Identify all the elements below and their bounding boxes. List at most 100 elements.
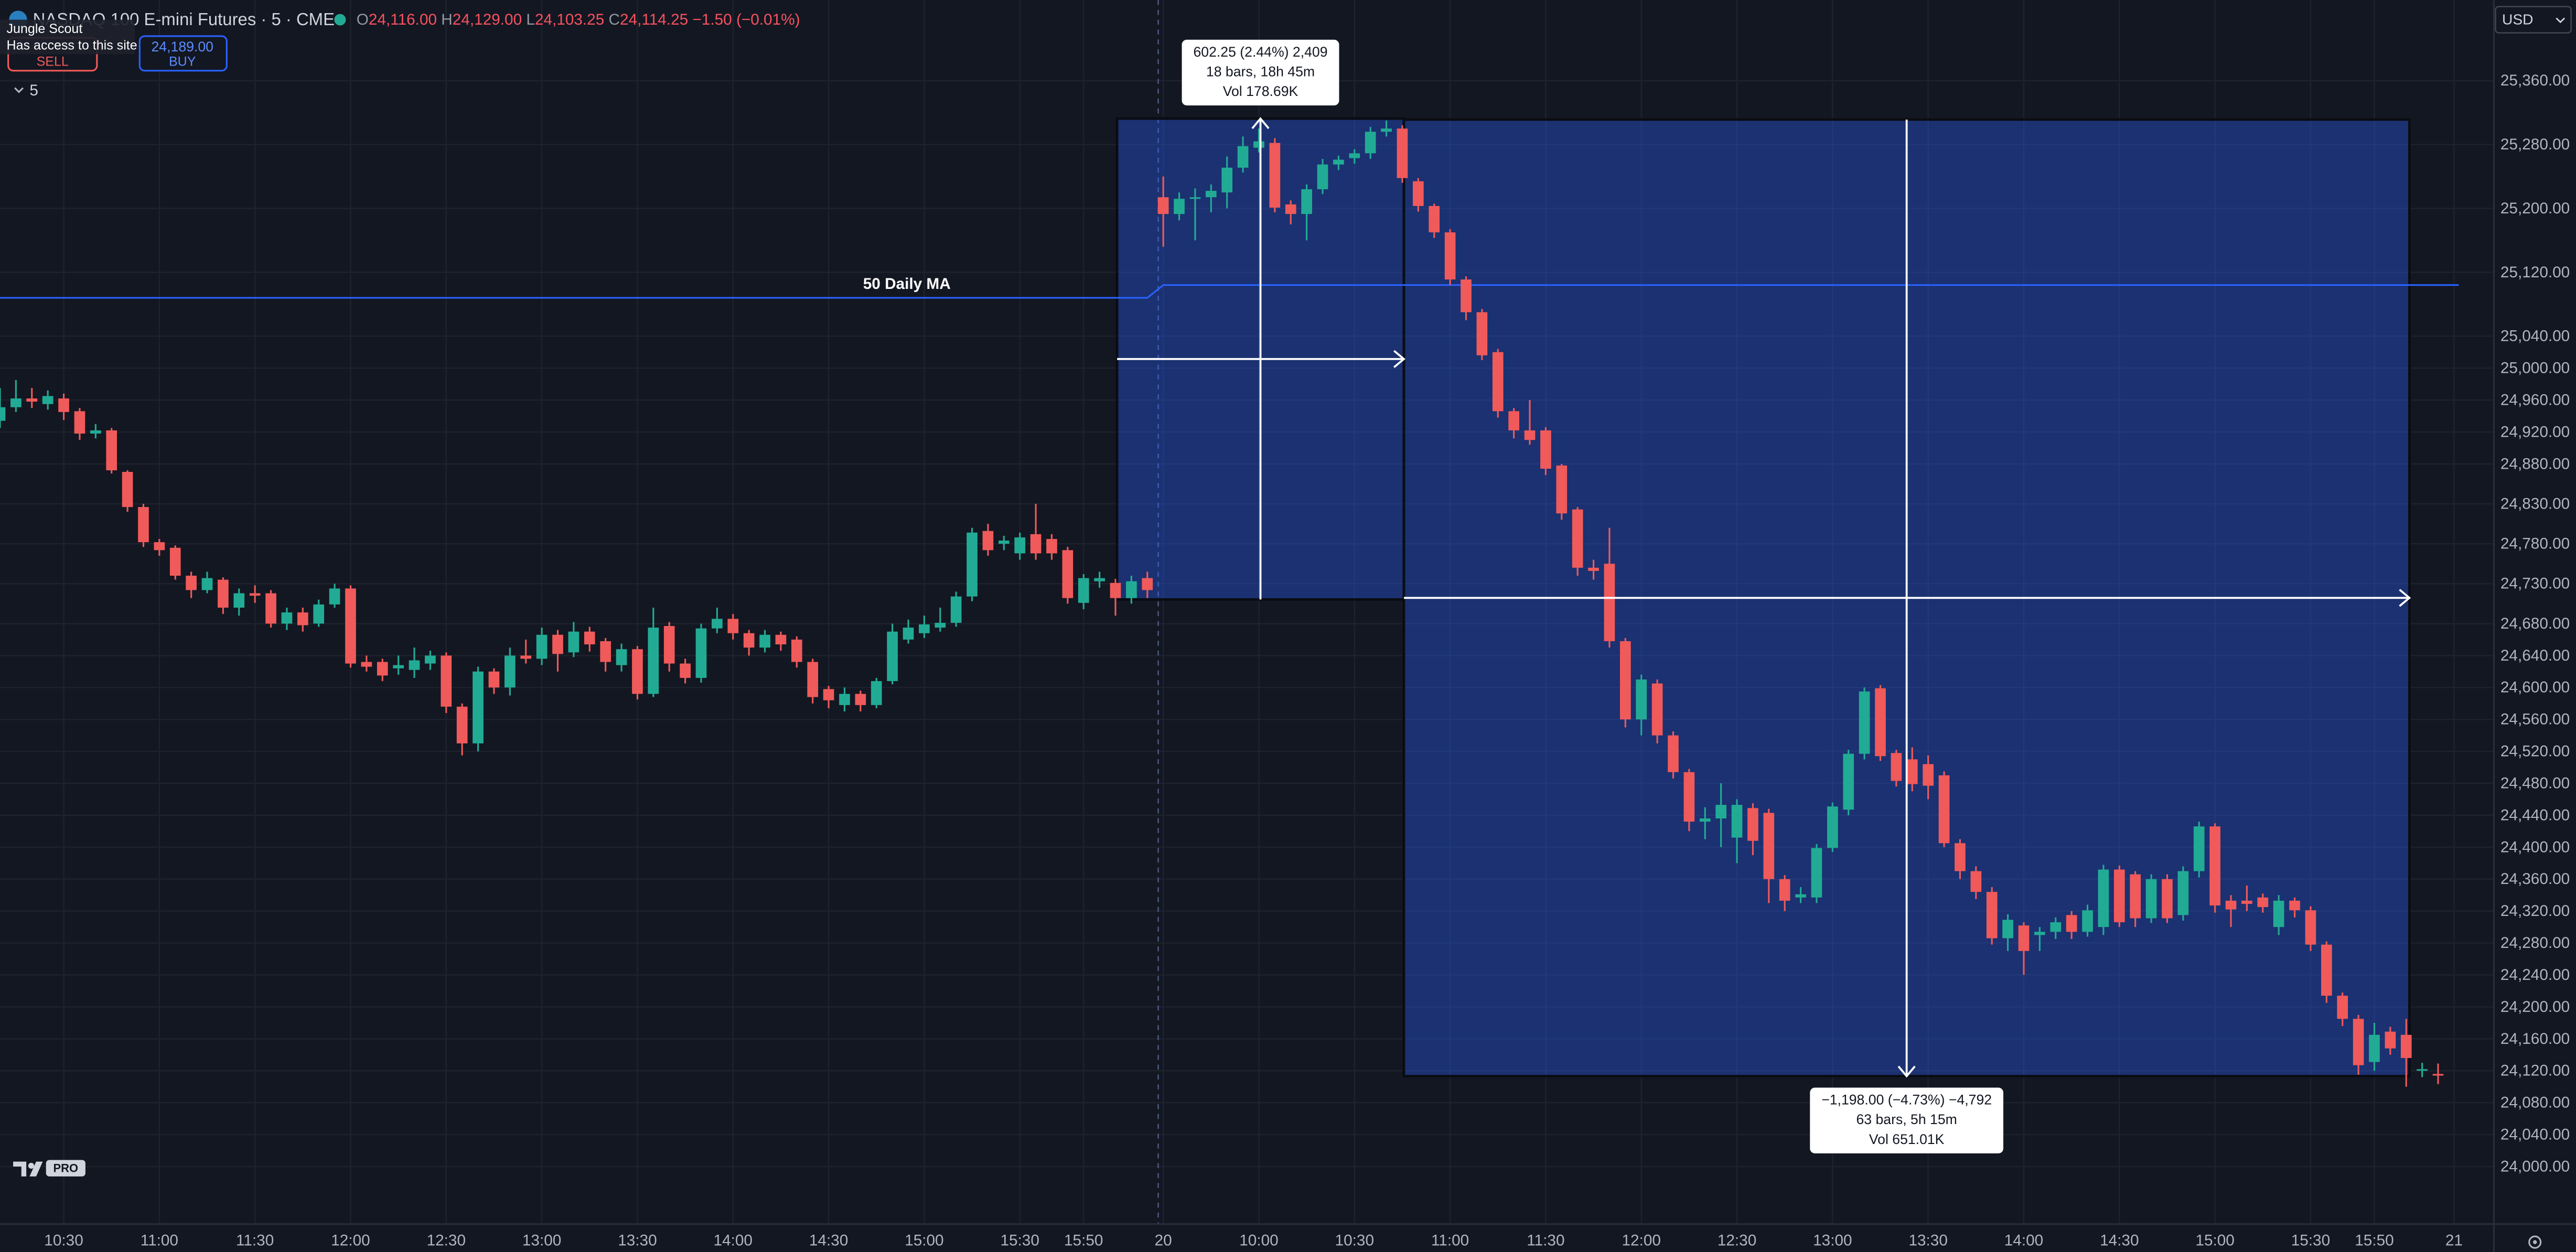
candle-body [2241,900,2252,904]
candle-body [297,612,308,625]
currency[interactable]: USD [2502,11,2534,28]
candle-body [839,694,850,705]
candle-body [903,628,914,640]
currency-box[interactable] [2495,6,2572,34]
x-tick-label: 15:30 [2291,1232,2330,1249]
candle-body [265,593,276,624]
interval[interactable]: 5 [29,82,38,99]
candle-body [1540,430,1551,469]
candle-body [1476,312,1488,355]
axes: 25,360.00 25,280.00 25,200.00 25,120.00 25,0… [44,72,2570,1249]
buy-label[interactable]: BUY [169,55,196,69]
y-tick-label: 24,960.00 [2500,391,2570,408]
candle-body [1699,818,1711,822]
y-tick-label: 24,830.00 [2500,495,2570,512]
candle-body [1524,430,1536,440]
settings[interactable] [2528,1235,2542,1249]
y-tick-label: 24,440.00 [2500,806,2570,824]
candle-body [2353,1019,2364,1065]
candle-body [1731,805,1743,838]
candle-body [138,507,149,543]
y-tick-label: 24,040.00 [2500,1126,2570,1143]
arrow-head [2399,589,2411,607]
x-tick-label: 12:30 [1718,1232,1756,1249]
candle-body [871,681,882,705]
candle-body [775,634,787,645]
candle-body [520,655,532,659]
interval-toggle[interactable]: 5 [14,82,38,99]
y-tick-label: 24,200.00 [2500,998,2570,1016]
tooltip-box [0,19,135,55]
x-tick-label: 13:00 [522,1232,561,1249]
candle-body [186,576,197,590]
currency-select[interactable]: USD [2495,6,2572,34]
candle-body [695,628,707,678]
logo-text: PRO [53,1162,79,1175]
candle-body [1843,753,1854,810]
candle-body [122,472,133,508]
change: −1.50 (−0.01%) [692,11,800,28]
arrow-head [1897,1065,1916,1078]
y-tick-label: 25,040.00 [2500,328,2570,345]
candle-body [967,532,978,597]
candle-body [2417,1069,2428,1071]
chevron[interactable] [2556,17,2566,24]
candle-body [2289,900,2300,911]
candle-body [616,649,627,665]
buy-price[interactable]: 24,189.00 [152,39,213,55]
chevron[interactable] [14,87,24,93]
candle-body [680,663,691,678]
candle-body [2432,1074,2444,1076]
candle-body [2177,871,2189,915]
candle-body [823,689,834,700]
candle-body [1859,691,1870,754]
candle-body [712,619,723,629]
y-tick-label: 24,240.00 [2500,966,2570,984]
measure-label: −1,198.00 (−4.73%) −4,792 63 bars, 5h 15m… [1810,1087,2004,1153]
candle-body [1094,578,1105,581]
gear[interactable] [2532,1240,2537,1244]
y-tick-label: 24,520.00 [2500,743,2570,760]
candle-body [1955,843,1966,871]
candle-body [1651,683,1663,736]
measure-label-text: −1,198.00 (−4.73%) −4,792 [1821,1092,1992,1108]
sell-label[interactable]: SELL [37,55,69,69]
x-tick-label: 13:30 [618,1232,657,1249]
candle-body [2369,1034,2380,1062]
candle-body [473,671,484,743]
candle-body [1572,509,1583,568]
y-tick-label: 24,680.00 [2500,615,2570,632]
candle-body [2225,900,2237,910]
x-tick-label: 21 [2445,1232,2463,1249]
candle-body [409,660,420,670]
candle-body [26,398,38,402]
measure-label-text: Vol 178.69K [1223,83,1298,99]
buy-box[interactable] [138,35,228,72]
x-tick-label: 10:00 [1239,1232,1278,1249]
candle-body [377,662,388,676]
candle-body [1747,808,1758,841]
candle-body [1253,141,1264,148]
y-tick-label: 24,360.00 [2500,870,2570,888]
candle-body [648,628,659,694]
candle-body [2082,910,2093,932]
gear[interactable] [2528,1235,2542,1249]
candle-body [1157,197,1169,214]
candle-body [345,588,356,664]
candle-body [1444,232,1456,280]
y-tick-label: 25,120.00 [2500,264,2570,281]
candle-body [2113,869,2125,923]
candle-body [2193,826,2205,871]
ohlc-value: 24,114.25 [620,11,688,28]
candle-body [249,593,261,596]
measure-label-box [1810,1087,2004,1153]
candle-body [998,541,1010,544]
candle-body [1811,848,1822,898]
y-tick-label: 24,920.00 [2500,423,2570,440]
candle-body [982,531,994,551]
buy-button[interactable]: 24,189.00 BUY [138,35,228,72]
candle-body [2257,897,2269,908]
tooltip-text: Has access to this site [7,38,137,52]
candle-body [1205,190,1217,198]
candle-body [1174,199,1185,214]
